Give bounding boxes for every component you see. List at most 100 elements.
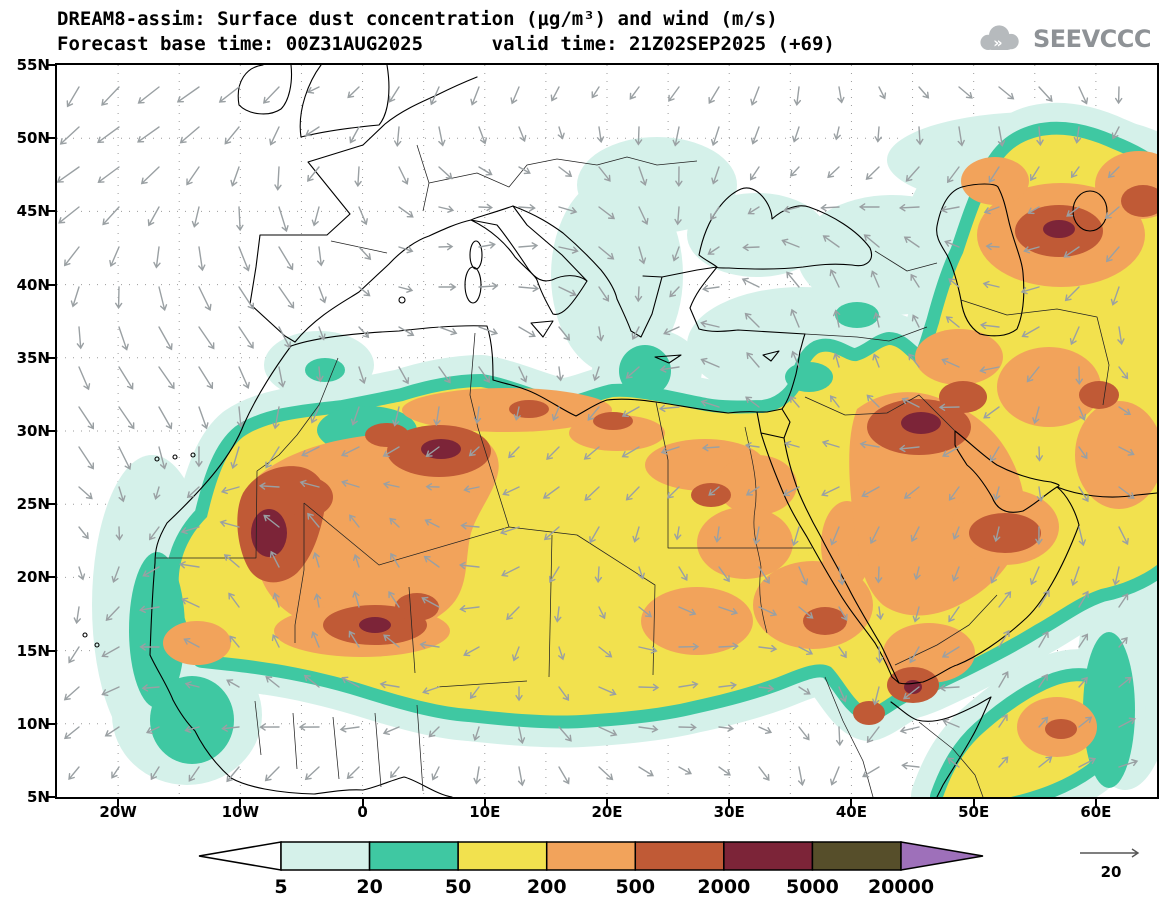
wind-arrow: [903, 686, 920, 700]
lat-tick: [48, 649, 56, 652]
wind-arrow: [558, 246, 579, 254]
wind-arrow: [318, 326, 326, 341]
legend-boundary-label: 2000: [697, 876, 750, 898]
wind-arrow: [979, 321, 1000, 330]
wind-arrow: [142, 566, 160, 577]
wind-arrow: [838, 646, 847, 659]
wind-arrow: [425, 483, 440, 491]
wind-arrow: [262, 86, 280, 104]
wind-arrow: [97, 126, 120, 144]
wind-arrow: [101, 646, 120, 658]
wind-arrow: [901, 762, 920, 770]
wind-arrow: [184, 725, 200, 734]
wind-arrow: [638, 683, 660, 692]
wind-arrow: [236, 206, 244, 232]
wind-arrow: [198, 366, 214, 390]
wind-arrow: [223, 554, 240, 568]
wind-arrow-layer: [57, 86, 1139, 787]
wind-arrow: [1114, 86, 1123, 105]
wind-arrow: [184, 681, 200, 689]
wind-arrow: [942, 718, 960, 728]
wind-arrow: [674, 206, 682, 226]
coastline-layer: [82, 65, 1157, 797]
wind-arrow: [229, 635, 240, 648]
wind-arrow: [789, 395, 800, 408]
wind-arrow: [354, 166, 362, 188]
wind-arrow: [678, 766, 693, 775]
wind-arrow: [833, 126, 841, 141]
wind-arrow: [389, 517, 400, 528]
wind-arrow: [1118, 366, 1129, 380]
legend-cell: [368, 841, 459, 871]
wind-arrow: [598, 606, 606, 620]
wind-arrow: [558, 646, 566, 661]
wind-arrow: [1036, 486, 1045, 503]
wind-arrow: [752, 526, 761, 546]
lat-tick: [48, 356, 56, 359]
wind-arrow: [518, 326, 536, 338]
wind-arrow: [1078, 716, 1093, 728]
wind-arrow: [669, 286, 680, 298]
wind-arrow: [382, 446, 400, 458]
wind-arrow: [76, 326, 85, 350]
wind-arrow: [101, 86, 120, 106]
lat-axis-label: 25N: [16, 495, 50, 514]
wind-arrow: [713, 526, 722, 543]
wind-arrow: [873, 312, 881, 328]
wind-arrow: [598, 246, 615, 260]
wind-arrow: [425, 446, 440, 457]
lat-axis-label: 10N: [16, 714, 50, 733]
wind-arrow: [78, 366, 91, 391]
wind-arrow: [910, 273, 920, 288]
wind-arrow: [186, 166, 200, 186]
wind-arrow: [638, 725, 659, 733]
wind-arrow: [758, 726, 773, 734]
wind-arrow: [272, 406, 280, 430]
wind-arrow: [389, 766, 400, 779]
wind-arrow: [876, 606, 884, 621]
wind-arrow: [910, 526, 920, 543]
wind-arrow: [998, 713, 1008, 728]
lat-axis-label: 30N: [16, 422, 50, 440]
wind-arrow: [951, 566, 960, 582]
wind-arrow: [678, 566, 688, 581]
wind-arrow: [997, 126, 1006, 147]
wind-arrow: [390, 552, 400, 568]
wind-arrow: [1110, 286, 1120, 306]
wind-arrow: [674, 526, 682, 541]
lon-tick: [117, 799, 120, 807]
wind-arrow: [398, 366, 410, 385]
wind-arrow: [278, 246, 294, 271]
wind-arrow: [63, 246, 80, 267]
wind-arrow: [513, 406, 521, 421]
wind-arrow: [550, 86, 560, 102]
wind-arrow: [638, 166, 648, 186]
wind-arrow: [625, 366, 640, 379]
wind-arrow: [306, 86, 320, 94]
wind-arrow: [478, 366, 490, 384]
wind-arrow: [941, 358, 960, 368]
wind-arrow: [349, 126, 360, 144]
wind-arrow: [179, 561, 200, 569]
lat-tick: [48, 137, 56, 140]
wind-arrow: [782, 486, 800, 497]
wind-arrow: [678, 723, 697, 732]
wind-arrow: [749, 166, 760, 181]
wind-arrow: [180, 526, 200, 535]
wind-arrow: [508, 446, 520, 459]
wind-arrow: [501, 566, 520, 577]
wind-arrow: [821, 486, 840, 497]
wind-arrow: [668, 86, 680, 102]
wind-arrow: [511, 646, 520, 662]
wind-arrow: [587, 406, 600, 421]
wind-arrow: [459, 604, 480, 613]
wind-arrow: [938, 403, 960, 412]
wind-arrow: [1078, 676, 1088, 688]
wind-arrow: [1069, 326, 1080, 346]
wind-arrow: [878, 86, 887, 100]
wind-arrow: [554, 606, 562, 623]
wind-arrow: [710, 206, 720, 221]
lon-tick: [361, 799, 364, 807]
wind-arrow: [621, 406, 640, 418]
wind-arrow: [998, 629, 1010, 648]
